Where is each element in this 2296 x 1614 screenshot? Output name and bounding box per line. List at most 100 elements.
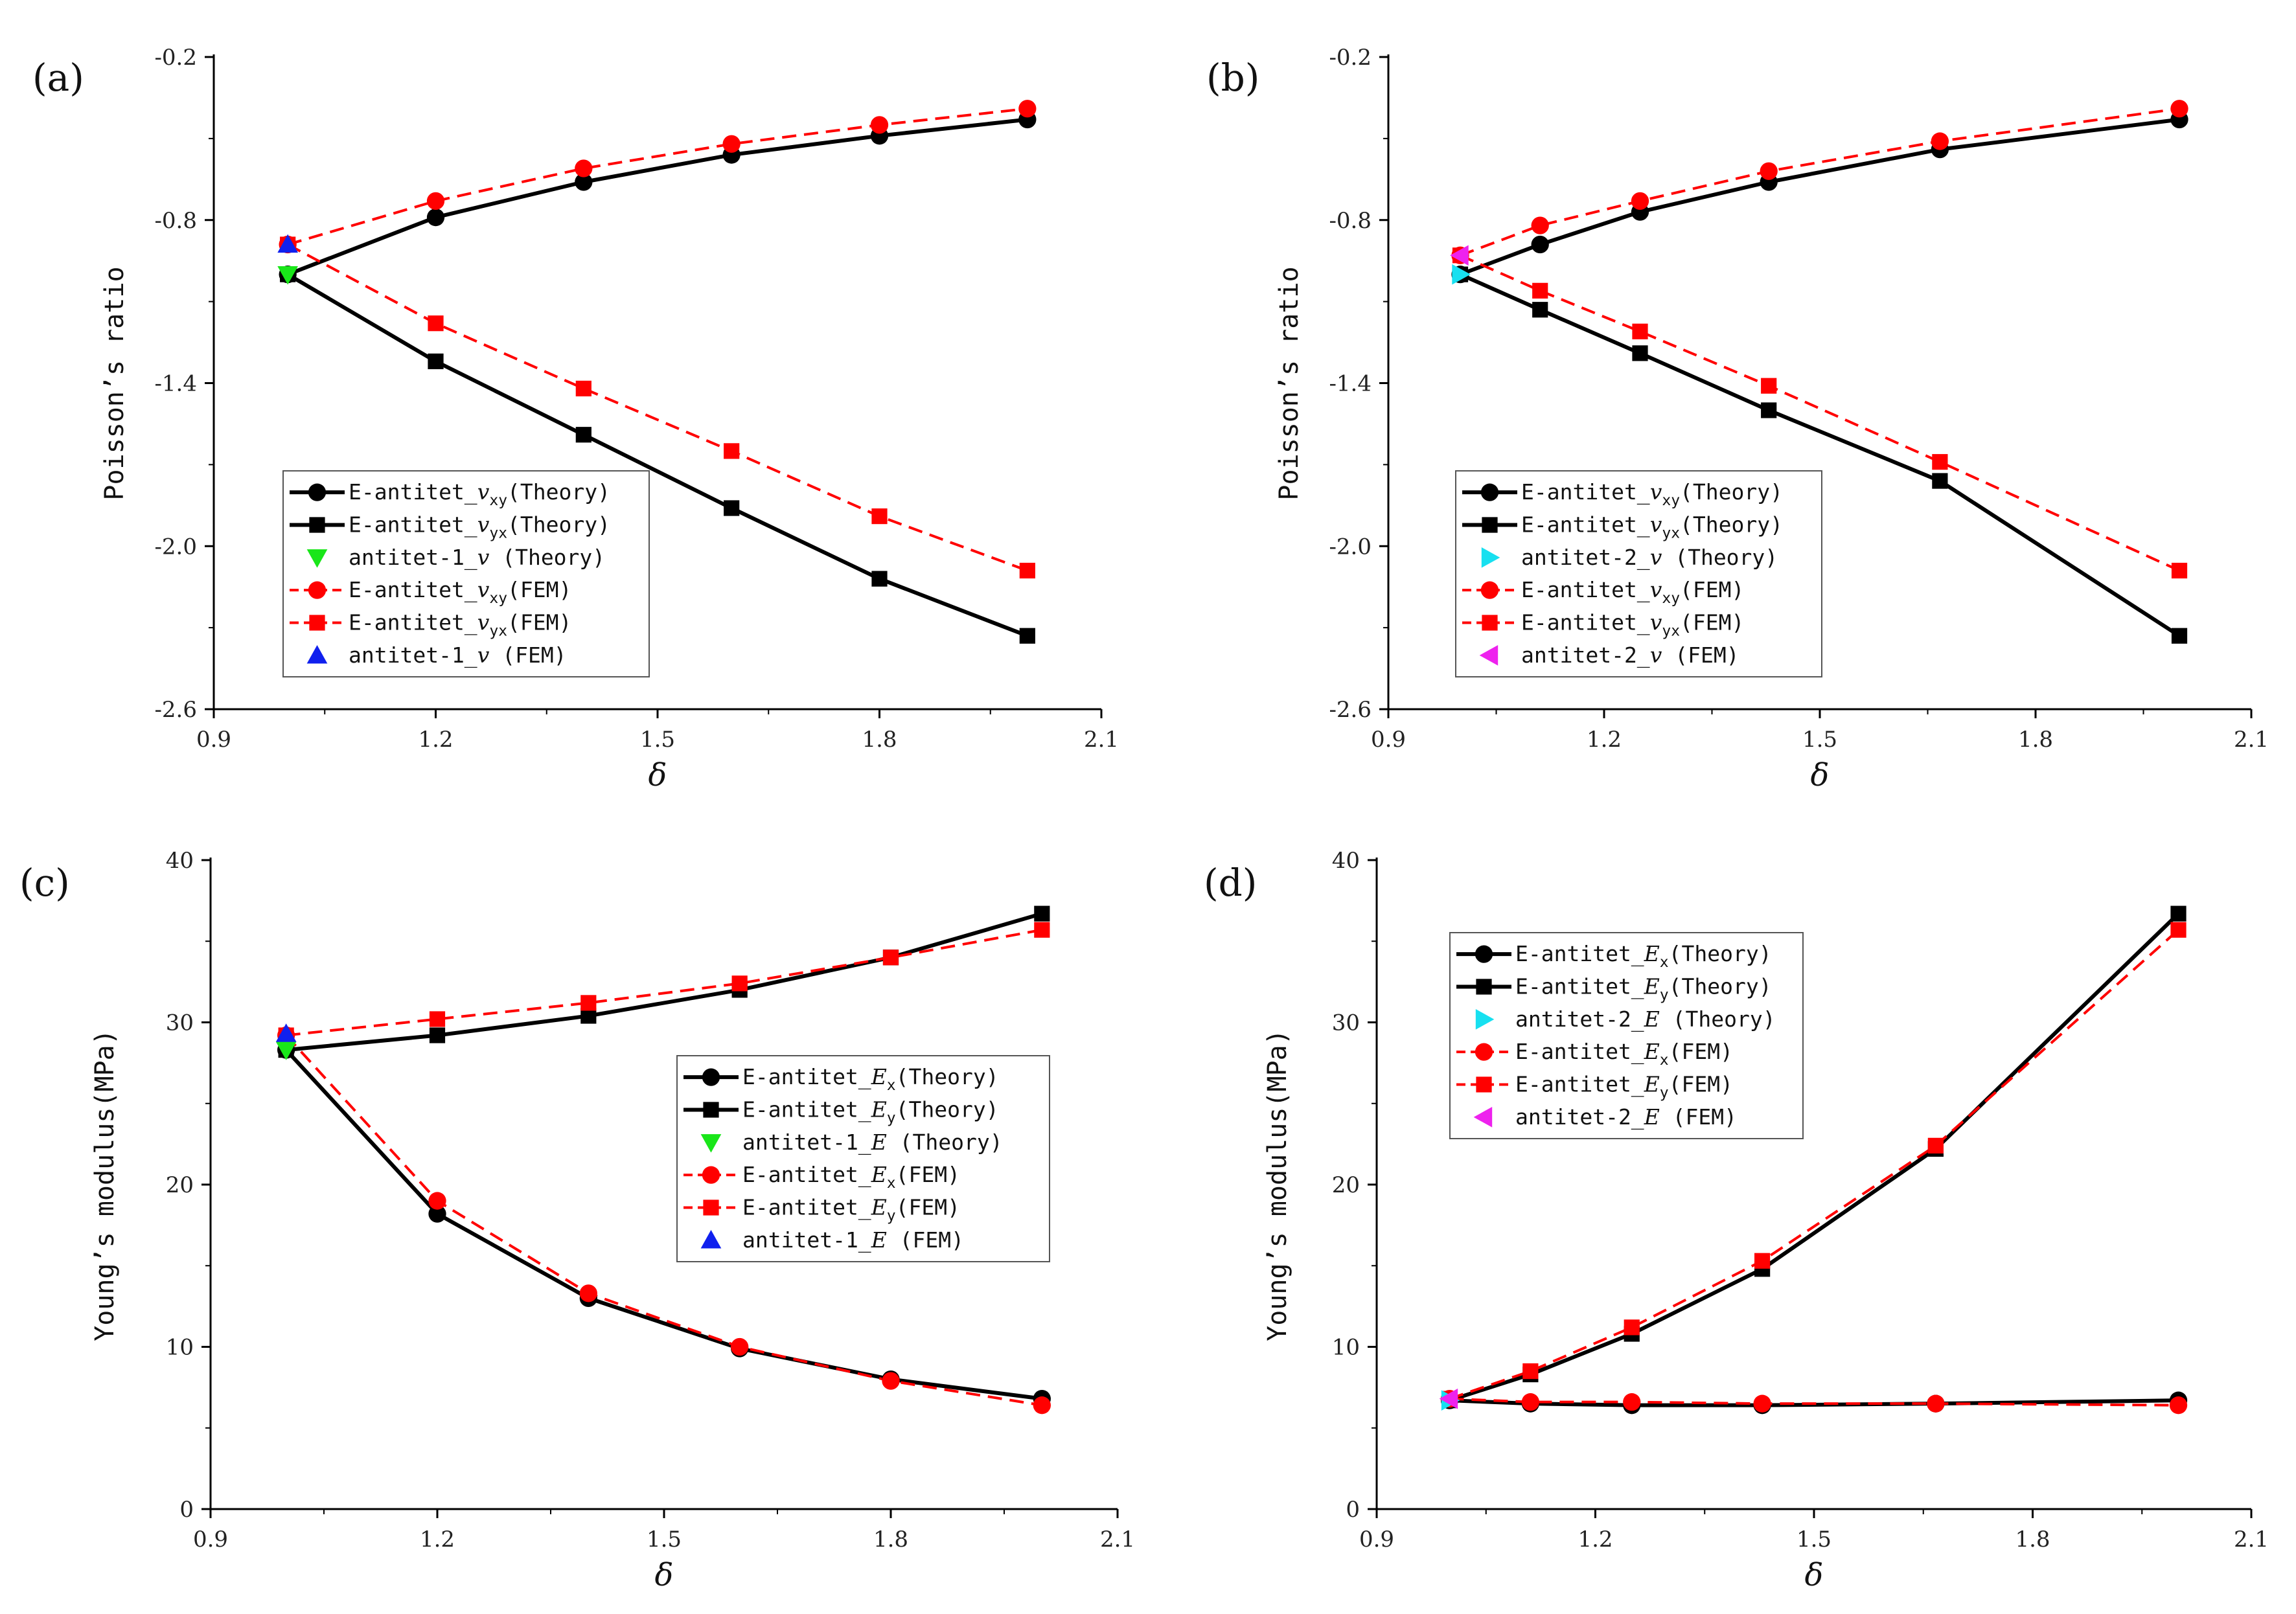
legend-swatch-marker <box>700 1229 722 1249</box>
data-point-s4-4 <box>1927 1137 1944 1154</box>
data-point-s3-5 <box>1018 100 1037 118</box>
legend-label-subscript: xy <box>489 492 507 509</box>
y-axis-title: Young’s modulus(MPa) <box>90 1029 120 1341</box>
legend-label-subscript: y <box>887 1208 896 1225</box>
legend-label-prefix: E-antitet_ <box>742 1097 871 1123</box>
y-tick-label: -2.6 <box>1329 697 1372 723</box>
y-tick-label: -2.6 <box>154 697 197 723</box>
x-tick-label: 1.2 <box>418 727 453 753</box>
legend-label: antitet-2_v (FEM) <box>1521 642 1739 668</box>
legend-label: E-antitet_Ex(FEM) <box>1515 1039 1733 1069</box>
y-axis-title: Poisson’s ratio <box>100 266 130 500</box>
legend-swatch-marker <box>702 1068 720 1086</box>
data-point-s5-0 <box>277 234 299 253</box>
legend-label-suffix: (Theory) <box>1680 512 1783 538</box>
legend-label-prefix: antitet-1_ <box>742 1130 871 1155</box>
x-tick-label: 0.9 <box>196 727 231 753</box>
y-tick-label: 20 <box>166 1172 194 1198</box>
data-point-s2-0 <box>275 1041 297 1060</box>
legend-label: antitet-1_E (FEM) <box>742 1227 964 1253</box>
data-point-s3-4 <box>1927 1394 1945 1413</box>
legend-label-variable: E <box>1644 1072 1660 1097</box>
x-tick-label: 1.2 <box>420 1527 455 1552</box>
legend-label-prefix: antitet-2_ <box>1515 1104 1644 1130</box>
series-line-3 <box>1460 107 2180 257</box>
legend-label-prefix: E-antitet_ <box>349 479 477 505</box>
data-point-s4-1 <box>1522 1363 1539 1380</box>
legend-label-suffix: (FEM) <box>489 642 566 668</box>
legend-label-subscript: xy <box>1662 590 1680 607</box>
legend-label-suffix: (FEM) <box>507 610 571 635</box>
legend-label-prefix: E-antitet_ <box>1515 941 1644 967</box>
legend-swatch-marker <box>1476 979 1492 995</box>
data-point-s3-4 <box>870 116 889 134</box>
legend-label-prefix: E-antitet_ <box>742 1162 871 1188</box>
legend-label-prefix: antitet-1_ <box>742 1227 871 1253</box>
legend-label-variable: E <box>1644 1104 1660 1130</box>
panel-label: (b) <box>1206 56 1259 100</box>
data-point-s4-2 <box>575 380 591 396</box>
legend-label-suffix: (Theory) <box>1669 941 1772 966</box>
data-point-s4-2 <box>1624 1319 1640 1336</box>
legend-label-prefix: E-antitet_ <box>349 610 477 636</box>
x-tick-label: 1.2 <box>1578 1527 1613 1552</box>
data-point-s1-2 <box>1632 345 1648 361</box>
data-point-s4-1 <box>1532 282 1548 299</box>
x-tick-label: 2.1 <box>2234 1527 2269 1552</box>
x-tick-label: 1.8 <box>862 727 897 753</box>
data-point-s4-5 <box>1034 922 1050 938</box>
data-point-s3-1 <box>1531 216 1549 234</box>
legend-label-prefix: antitet-1_ <box>349 545 477 571</box>
legend-label-variable: v <box>477 545 490 570</box>
data-point-s4-3 <box>724 443 740 459</box>
series-line-3 <box>287 107 1028 246</box>
data-point-s3-3 <box>1760 162 1778 180</box>
x-axis-title: δ <box>655 1557 674 1593</box>
legend-label-suffix: (Theory) <box>1669 974 1772 999</box>
legend-label-subscript: y <box>887 1110 896 1127</box>
legend-frame <box>676 1055 1050 1262</box>
series-line-4 <box>1460 254 2180 572</box>
legend-label: E-antitet_Ey(FEM) <box>1515 1072 1733 1102</box>
legend-label-subscript: x <box>1660 954 1669 971</box>
legend-label-variable: E <box>871 1097 887 1122</box>
legend-label-suffix: (Theory) <box>507 479 610 505</box>
legend-swatch-marker <box>1480 483 1499 501</box>
data-point-s4-3 <box>731 975 748 992</box>
legend: E-antitet_Ex(Theory)E-antitet_Ey(Theory)… <box>1449 932 1804 1139</box>
y-tick-label: -2.0 <box>154 534 197 560</box>
x-axis-title: δ <box>1811 757 1830 793</box>
y-tick-label: -2.0 <box>1329 534 1372 560</box>
legend-label: E-antitet_Ey(FEM) <box>742 1195 960 1225</box>
y-tick-label: 20 <box>1332 1172 1360 1198</box>
legend-label: antitet-1_v (FEM) <box>349 642 567 668</box>
legend-label-prefix: E-antitet_ <box>1515 974 1644 1000</box>
legend-label-suffix: (Theory) <box>507 512 610 538</box>
legend-swatch-marker <box>1475 1008 1495 1030</box>
data-point-s3-5 <box>1033 1396 1051 1415</box>
series-line-4 <box>286 928 1042 1037</box>
x-tick-label: 1.5 <box>1797 1527 1831 1552</box>
legend-swatch-marker <box>309 517 325 533</box>
legend-label-variable: E <box>871 1130 887 1155</box>
x-tick-label: 0.9 <box>1359 1527 1394 1552</box>
data-point-s0-2 <box>575 173 593 191</box>
legend-label-subscript: x <box>1660 1052 1669 1069</box>
data-point-s3-3 <box>731 1337 749 1356</box>
legend: E-antitet_Ex(Theory)E-antitet_Ey(Theory)… <box>676 1055 1050 1262</box>
legend-swatch-marker <box>1475 1043 1493 1061</box>
data-point-s4-1 <box>429 1011 446 1027</box>
y-tick-label: -1.4 <box>154 371 197 397</box>
legend-label-suffix: (FEM) <box>1669 1039 1733 1064</box>
legend-label-suffix: (FEM) <box>1660 1104 1737 1130</box>
legend-label-subscript: xy <box>489 590 507 607</box>
legend-frame <box>1449 932 1804 1139</box>
legend-label: E-antitet_Ex(Theory) <box>1515 941 1772 971</box>
legend-swatch-marker <box>1482 615 1498 631</box>
y-axis-title: Poisson’s ratio <box>1274 266 1304 500</box>
data-point-s4-2 <box>1632 323 1648 339</box>
data-point-s4-5 <box>1019 562 1035 579</box>
legend-label-variable: E <box>1644 1039 1660 1064</box>
data-point-s3-3 <box>722 135 740 153</box>
data-point-s2-0 <box>1452 264 1471 285</box>
